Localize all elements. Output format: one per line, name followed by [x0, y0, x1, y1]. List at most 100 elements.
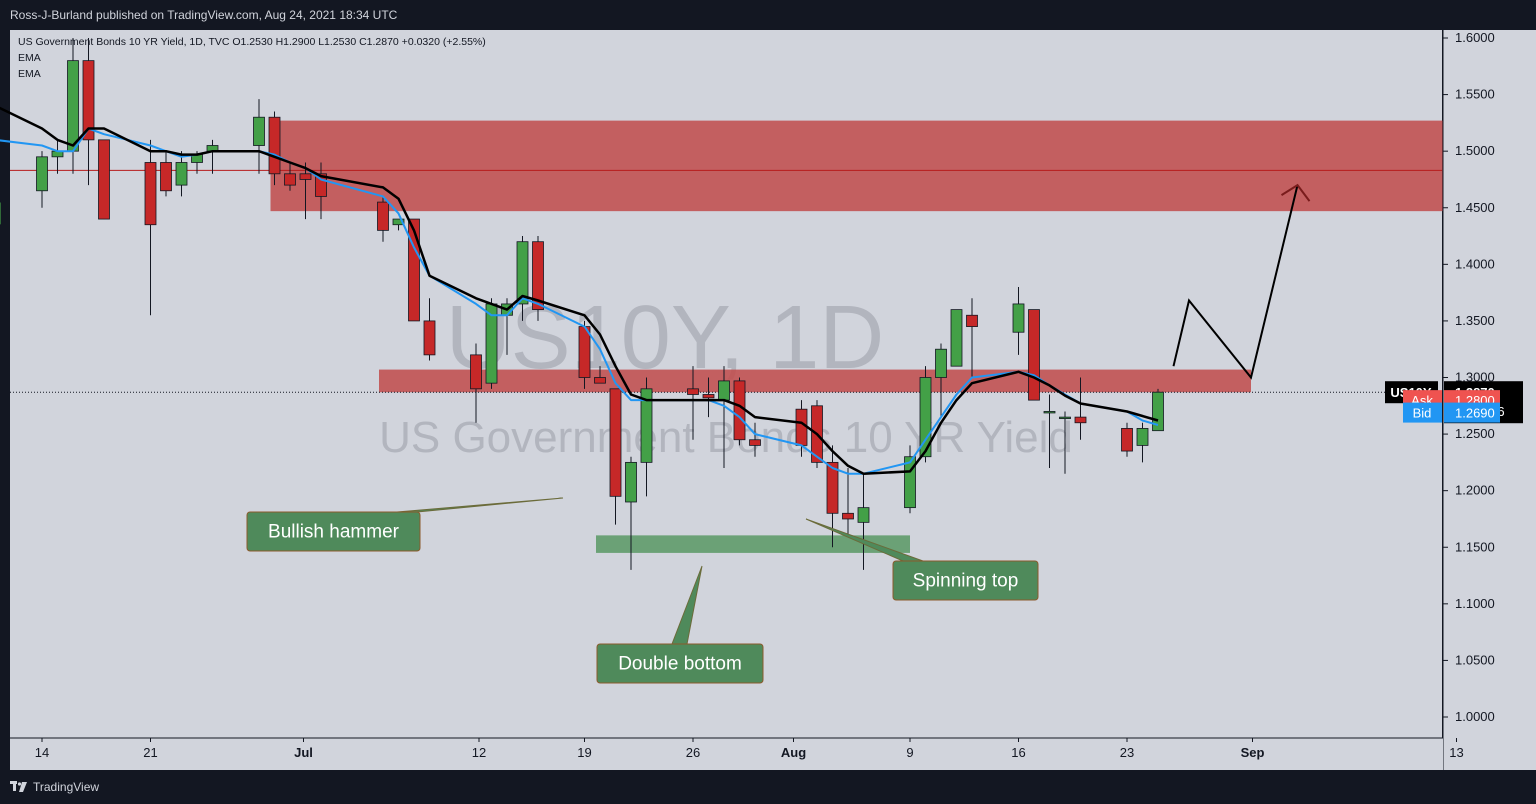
time-axis — [10, 738, 1443, 770]
price-tick-label: 1.2500 — [1455, 426, 1495, 441]
candle-body — [284, 173, 296, 186]
bullish-hammer-callout-text: Bullish hammer — [268, 522, 400, 543]
candle — [950, 309, 963, 367]
candle — [702, 377, 715, 418]
candle — [36, 151, 48, 208]
legend-indicator-2: EMA — [18, 68, 41, 80]
candle-body — [935, 348, 947, 378]
candle-body — [826, 461, 839, 514]
candle-body — [842, 512, 854, 520]
price-tick-label: 1.0500 — [1455, 652, 1495, 667]
candle-body — [718, 380, 730, 401]
candle — [0, 201, 2, 226]
bid-label: Bid — [1413, 406, 1432, 421]
time-tick-label: Aug — [781, 745, 806, 760]
zone-pivot — [379, 369, 1251, 393]
bid-price: 1.2690 — [1455, 406, 1495, 421]
candle — [470, 343, 482, 423]
candle — [315, 162, 327, 220]
candle — [1136, 422, 1149, 463]
candle — [625, 456, 637, 570]
spinning-top-callout-box — [892, 560, 1039, 601]
candle-body — [1059, 416, 1071, 420]
candle-body — [795, 408, 808, 446]
candle — [935, 343, 947, 418]
candle — [144, 139, 157, 316]
double-bottom-callout-text: Double bottom — [618, 654, 742, 675]
candle-body — [253, 116, 265, 146]
double-bottom-callout-box — [596, 643, 764, 684]
candle-body — [733, 380, 746, 441]
time-tick-label: Jul — [294, 745, 313, 760]
legend-indicator-1: EMA — [18, 52, 41, 64]
candle-body — [1152, 391, 1164, 432]
candle — [423, 298, 436, 361]
candle-body — [904, 456, 916, 509]
ema-fast-line — [0, 127, 1159, 475]
candle-body — [702, 394, 715, 399]
candle — [253, 99, 265, 174]
candle-body — [532, 241, 544, 310]
candle-body — [423, 320, 436, 356]
candle — [1028, 309, 1040, 401]
candle — [299, 162, 312, 220]
price-tick-label: 1.3000 — [1455, 370, 1495, 385]
candle — [966, 298, 978, 378]
candle-body — [516, 241, 529, 305]
candle — [82, 38, 95, 186]
candle — [408, 218, 420, 322]
publisher-text: Ross-J-Burland published on TradingView.… — [10, 8, 398, 22]
candle-body — [315, 173, 327, 197]
time-tick-label: 9 — [906, 745, 913, 760]
price-tick-label: 1.0000 — [1455, 709, 1495, 724]
candle — [392, 218, 405, 231]
price-tick-label: 1.5000 — [1455, 143, 1495, 158]
candle — [687, 366, 699, 440]
candle-body — [687, 388, 699, 395]
publisher-bar: Ross-J-Burland published on TradingView.… — [0, 0, 1536, 30]
candle-body — [82, 60, 95, 141]
time-tick-label: 26 — [686, 745, 700, 760]
price-tick-label: 1.4500 — [1455, 200, 1495, 215]
time-tick-label: 21 — [143, 745, 157, 760]
candle-body — [268, 116, 281, 175]
price-tick-label: 1.2000 — [1455, 483, 1495, 498]
candle — [749, 422, 761, 457]
tradingview-logo[interactable]: TradingView — [10, 780, 99, 794]
bullish-hammer-callout: Bullish hammer — [246, 497, 564, 552]
ema-slow-line — [0, 106, 1159, 475]
candle-body — [625, 461, 637, 503]
candle — [1043, 394, 1056, 469]
price-tick-label: 1.1500 — [1455, 539, 1495, 554]
candle-body — [408, 218, 420, 322]
time-tick-label: 19 — [577, 745, 591, 760]
candle — [284, 162, 296, 191]
candle — [175, 151, 188, 197]
candle — [1121, 422, 1133, 457]
candle — [1059, 411, 1071, 474]
candle-body — [594, 377, 606, 384]
candle-body — [160, 162, 172, 192]
candle-body — [919, 377, 932, 458]
candle — [1152, 388, 1164, 432]
bid-price-tag — [1444, 402, 1500, 423]
candle-body — [1043, 411, 1056, 414]
candle-body — [175, 162, 188, 186]
double-bottom-callout: Double bottom — [596, 565, 764, 684]
candle-body — [1121, 428, 1133, 452]
candle — [516, 236, 529, 321]
zone-resistance — [270, 120, 1453, 212]
time-tick-label: 14 — [35, 745, 49, 760]
candle-body — [640, 388, 653, 463]
candle-body — [67, 60, 79, 152]
candle — [609, 388, 622, 525]
candle-body — [609, 388, 622, 497]
candle — [98, 139, 110, 220]
candle — [377, 196, 389, 242]
candle-body — [1012, 303, 1025, 333]
candle-body — [470, 354, 482, 390]
bullish-hammer-callout-box — [246, 511, 421, 552]
candle — [904, 445, 916, 514]
projection-arrowhead — [1280, 183, 1311, 202]
